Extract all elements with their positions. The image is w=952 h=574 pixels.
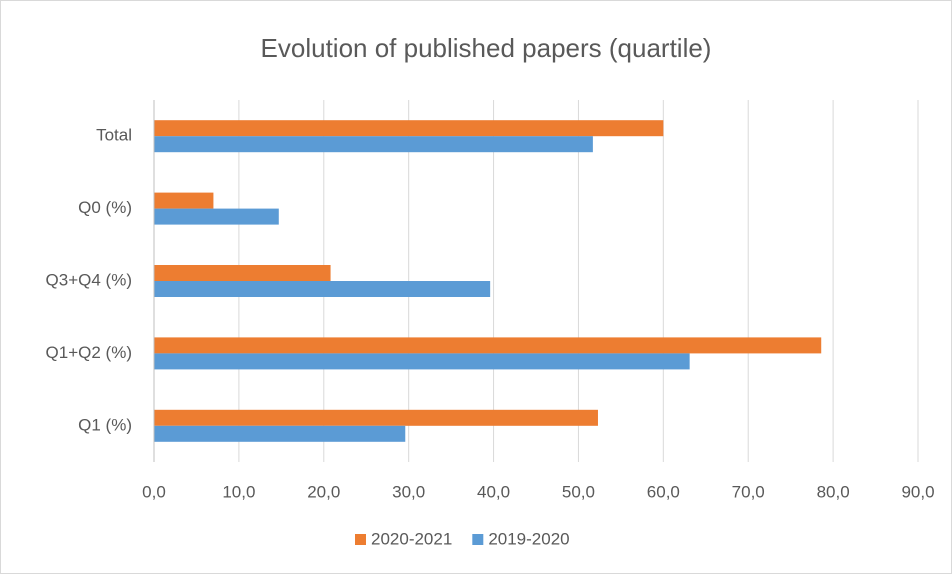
x-tick-label: 80,0	[817, 482, 850, 501]
y-tick-label: Total	[96, 126, 132, 145]
bar	[154, 120, 664, 137]
y-tick-label: Q3+Q4 (%)	[46, 270, 132, 289]
x-tick-label: 70,0	[732, 482, 765, 501]
bar	[154, 192, 214, 209]
y-tick-label: Q0 (%)	[78, 198, 132, 217]
bar	[154, 265, 331, 281]
x-tick-label: 60,0	[647, 482, 680, 501]
x-tick-label: 0,0	[142, 482, 166, 501]
bar	[154, 208, 279, 225]
legend-swatch	[472, 534, 484, 545]
bar	[154, 281, 491, 297]
x-tick-label: 10,0	[222, 482, 255, 501]
x-tick-label: 20,0	[307, 482, 340, 501]
x-tick-label: 50,0	[562, 482, 595, 501]
bar	[154, 337, 822, 354]
x-tick-label: 90,0	[901, 482, 934, 501]
y-tick-label: Q1+Q2 (%)	[46, 343, 132, 362]
bar	[154, 353, 690, 370]
y-tick-label: Q1 (%)	[78, 415, 132, 434]
x-tick-label: 30,0	[392, 482, 425, 501]
x-tick-label: 40,0	[477, 482, 510, 501]
legend-swatch	[355, 534, 366, 545]
chart-title: Evolution of published papers (quartile)	[261, 33, 712, 63]
legend-label: 2020-2021	[371, 529, 452, 548]
bar	[154, 136, 593, 153]
bar	[154, 425, 406, 442]
legend-label: 2019-2020	[488, 529, 569, 548]
bar	[154, 409, 598, 426]
